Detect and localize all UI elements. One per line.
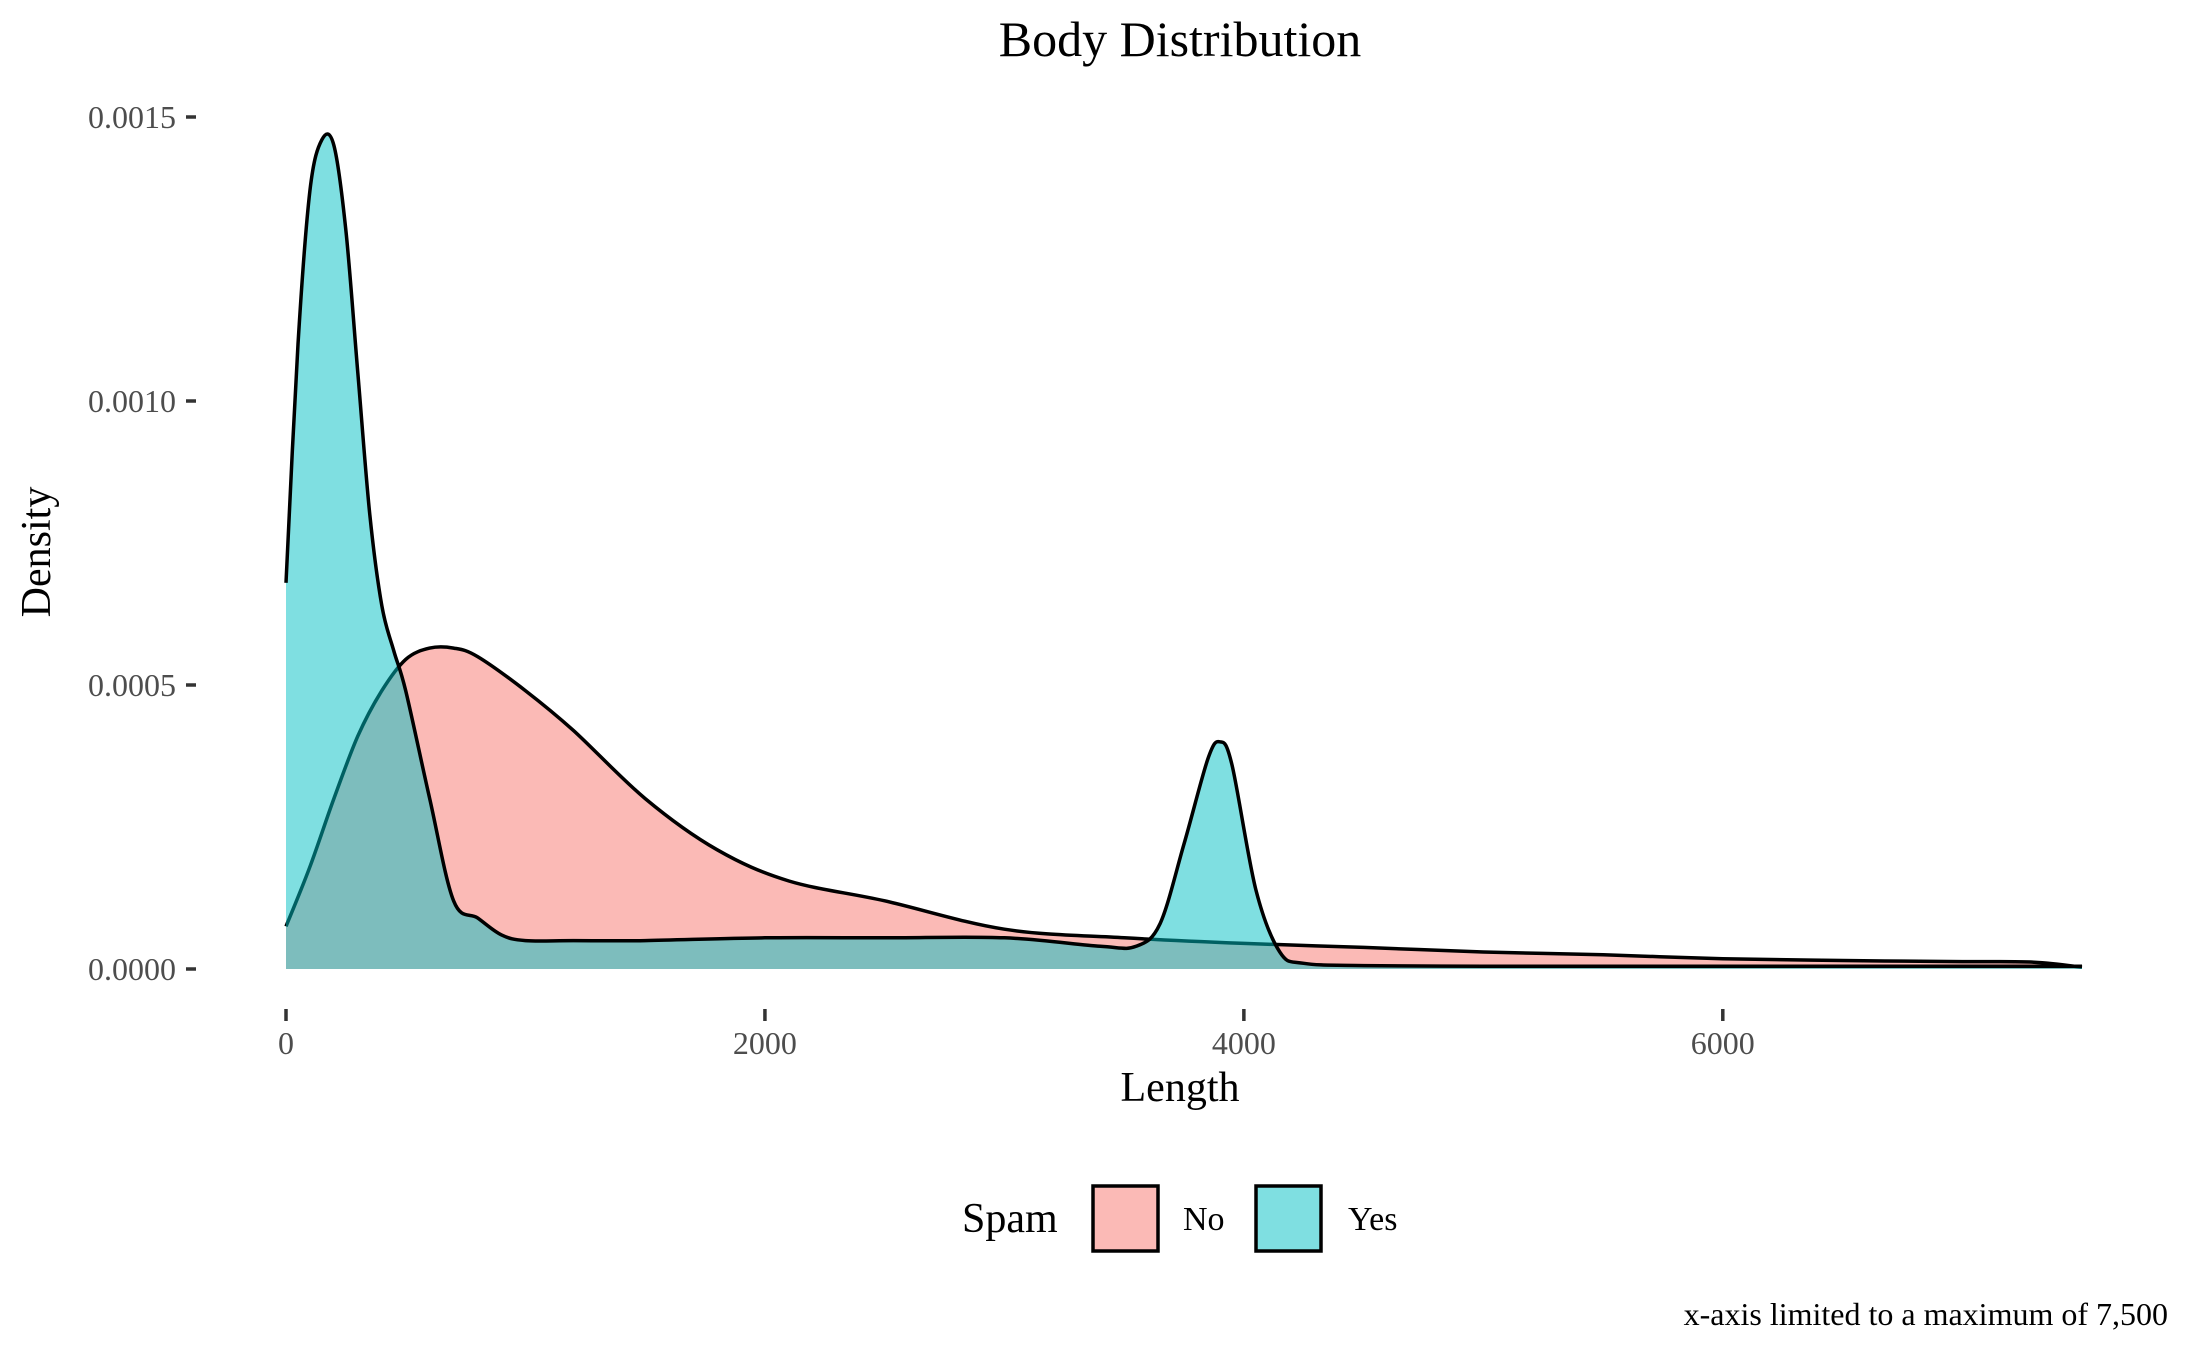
x-tick-label: 4000 (1212, 1025, 1276, 1061)
density-line-yes (284, 132, 2082, 968)
chart-caption: x-axis limited to a maximum of 7,500 (1684, 1296, 2168, 1332)
y-tick-label: 0.0000 (88, 951, 176, 987)
density-fill-no (286, 646, 2082, 969)
chart-title: Body Distribution (999, 11, 1362, 67)
x-axis: 0 2000 4000 6000 (278, 1009, 1755, 1061)
y-axis: 0.0000 0.0005 0.0010 0.0015 (88, 99, 196, 987)
y-tick-label: 0.0005 (88, 667, 176, 703)
legend-label-no: No (1183, 1201, 1225, 1238)
legend-title: Spam (962, 1196, 1058, 1242)
legend-key-yes (1254, 1184, 1323, 1253)
density-areas (284, 132, 2083, 970)
x-tick-label: 0 (278, 1025, 294, 1061)
y-tick-label: 0.0015 (88, 99, 176, 135)
legend-label-yes: Yes (1348, 1201, 1397, 1238)
legend: Spam No Yes (962, 1184, 1397, 1253)
x-tick-label: 6000 (1691, 1025, 1755, 1061)
x-tick-label: 2000 (733, 1025, 797, 1061)
legend-key-no (1091, 1184, 1160, 1253)
x-axis-title: Length (1121, 1065, 1240, 1111)
y-tick-label: 0.0010 (88, 383, 176, 419)
y-axis-title: Density (14, 487, 60, 618)
